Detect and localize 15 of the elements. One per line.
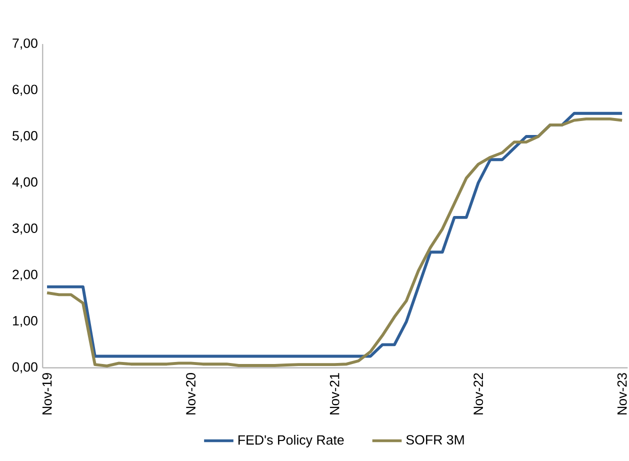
y-tick-label: 6,00	[12, 84, 38, 96]
x-tick-label: Nov-20	[186, 372, 196, 414]
y-tick-label: 4,00	[12, 177, 38, 188]
y-tick-label: 0,00	[12, 362, 38, 374]
y-tick-label: 1,00	[13, 316, 38, 328]
x-tick-label: Nov-19	[42, 373, 52, 414]
y-tick-label: 2,00	[12, 270, 38, 281]
y-tick-label: 7,00	[12, 38, 38, 50]
y-tick-label: 3,00	[12, 223, 38, 234]
legend-label: FED's Policy Rate	[238, 434, 344, 448]
x-tick-label: Nov-23	[617, 373, 627, 414]
y-tick-label: 5,00	[12, 130, 38, 142]
x-tick-label: Nov-22	[474, 373, 484, 414]
legend-label: SOFR 3M	[406, 435, 464, 444]
x-tick-label: Nov-21	[330, 373, 340, 414]
